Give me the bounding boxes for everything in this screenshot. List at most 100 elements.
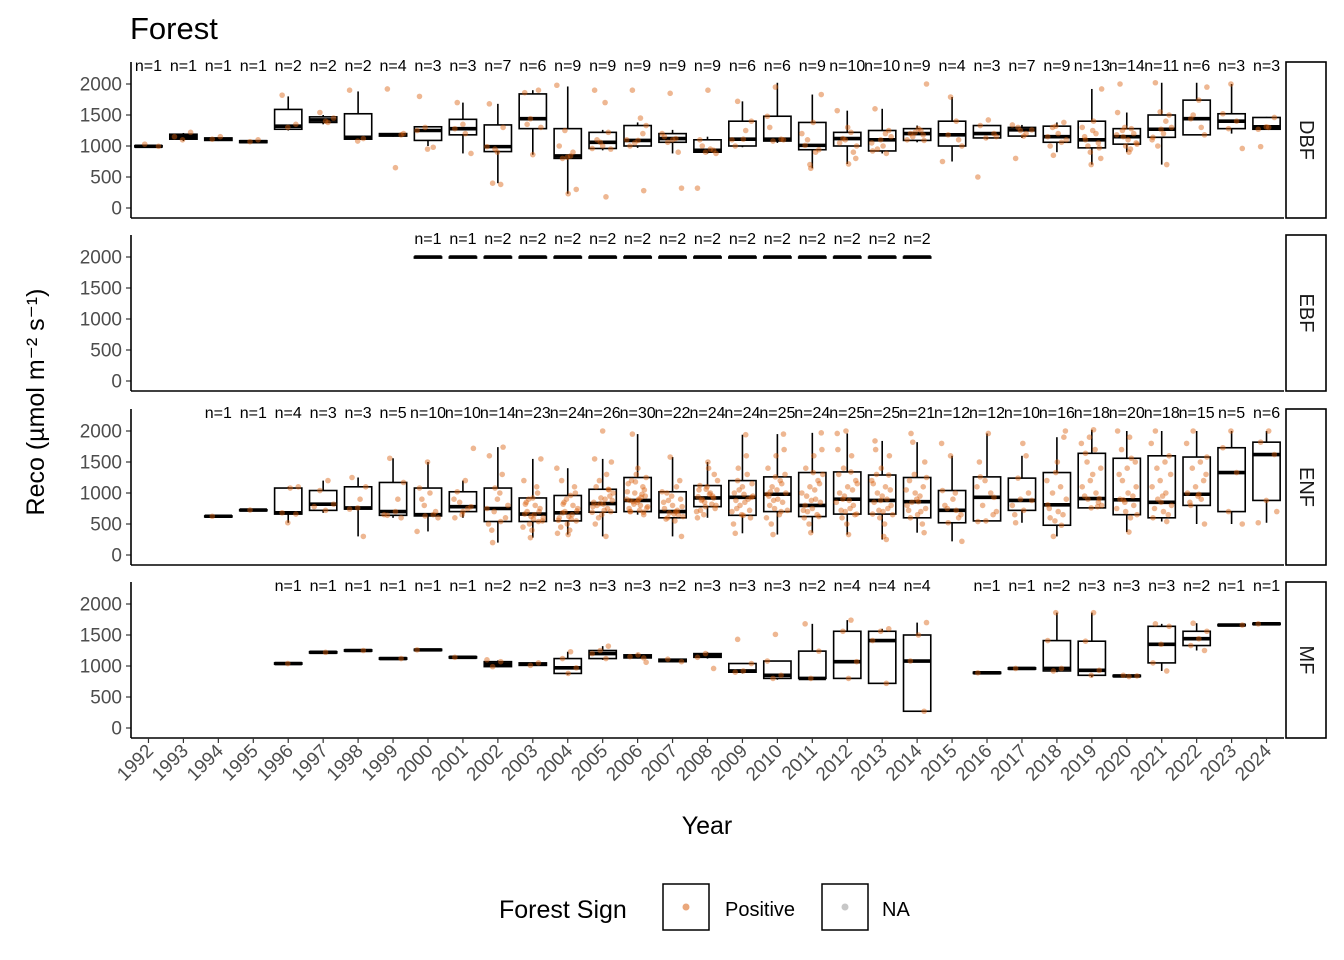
data-point (671, 511, 677, 517)
data-point (807, 484, 813, 490)
data-point (566, 527, 573, 533)
box-dbf-2022: n=6 (1182, 58, 1212, 138)
data-point (521, 89, 528, 96)
data-point (574, 505, 581, 512)
data-point (872, 438, 878, 444)
data-point (920, 484, 927, 490)
box-iqr (797, 471, 827, 518)
n-label: n=24 (724, 405, 760, 422)
x-tick-label: 1992 (113, 741, 158, 786)
data-point (802, 502, 808, 509)
data-point (637, 115, 644, 121)
data-point (295, 484, 302, 490)
data-point (627, 508, 634, 515)
data-point (1165, 511, 1172, 518)
data-point (780, 431, 787, 437)
data-point (1011, 511, 1018, 518)
data-point (1134, 511, 1140, 518)
data-point (452, 515, 458, 521)
data-point (1257, 439, 1264, 445)
box-dbf-2014: n=9 (902, 58, 932, 144)
data-point (703, 486, 709, 493)
data-point (627, 508, 633, 515)
box-iqr (972, 124, 1002, 139)
data-point (868, 140, 875, 146)
data-point (452, 654, 458, 661)
data-point (819, 471, 826, 478)
data-point (422, 513, 428, 519)
data-point (1189, 465, 1196, 472)
x-tick-label: 2022 (1161, 741, 1206, 786)
box-dbf-2019: n=13 (1074, 58, 1110, 168)
data-point (1012, 665, 1019, 672)
box-ebf-2011: n=2 (797, 231, 827, 259)
data-point (561, 499, 567, 506)
n-label: n=2 (659, 578, 686, 595)
data-point (1085, 496, 1091, 503)
data-point (1162, 459, 1168, 465)
data-point (526, 521, 533, 527)
data-point (945, 519, 951, 526)
x-tick-label: 2008 (672, 741, 717, 786)
data-point (419, 496, 425, 503)
data-point (738, 511, 745, 518)
data-point (381, 511, 387, 518)
data-point (531, 511, 538, 518)
data-point (468, 503, 474, 510)
data-point (669, 137, 676, 143)
data-point (1061, 434, 1067, 441)
data-point (567, 492, 574, 499)
box-iqr (378, 481, 408, 517)
box-iqr (867, 474, 897, 515)
data-point (636, 507, 643, 514)
data-point (635, 497, 641, 504)
data-point (664, 656, 671, 662)
n-label: n=13 (1074, 58, 1110, 75)
data-point (392, 164, 399, 171)
data-point (1119, 477, 1126, 484)
box-iqr (1147, 114, 1177, 139)
box-enf-2008: n=24 (689, 405, 726, 521)
n-label: n=26 (585, 405, 621, 422)
data-point (1220, 110, 1226, 117)
data-point (530, 516, 537, 522)
data-point (782, 471, 788, 478)
data-point (775, 496, 781, 503)
data-point (589, 145, 596, 152)
data-point (635, 652, 641, 658)
data-point (976, 459, 983, 465)
box-iqr (902, 634, 932, 713)
box-enf-2016: n=12 (969, 405, 1005, 525)
data-point (834, 430, 841, 437)
n-label: n=9 (589, 58, 616, 75)
data-point (802, 465, 809, 472)
n-label: n=3 (764, 578, 791, 595)
data-point (641, 487, 648, 493)
data-point (904, 502, 910, 509)
data-point (764, 113, 771, 120)
data-point (885, 626, 892, 632)
data-point (729, 137, 735, 143)
data-point (1257, 143, 1264, 150)
box-iqr (588, 488, 618, 514)
data-point (777, 477, 784, 484)
facet-panels: 0 500 1000 1500 2000 n=1 n=1 n=1 n=1 n=2 n=2 n=2 n=4… (80, 58, 1327, 740)
data-point (848, 617, 854, 623)
data-point (1096, 667, 1103, 674)
data-point (844, 484, 851, 490)
box-dbf-2017: n=7 (1007, 58, 1037, 162)
data-point (1096, 495, 1103, 502)
data-point (567, 153, 574, 159)
data-point (565, 670, 571, 677)
data-point (523, 499, 530, 506)
box-dbf-1993: n=1 (168, 58, 198, 143)
y-tick-label: 1500 (80, 106, 122, 127)
data-point (1183, 440, 1190, 447)
x-axis: 1992199319941995199619971998199920002001… (113, 738, 1276, 785)
box-mf-2006: n=3 (623, 578, 653, 666)
data-point (700, 511, 707, 518)
data-point (909, 133, 916, 140)
data-point (1187, 642, 1194, 649)
data-point (643, 474, 649, 481)
data-point (802, 621, 808, 627)
